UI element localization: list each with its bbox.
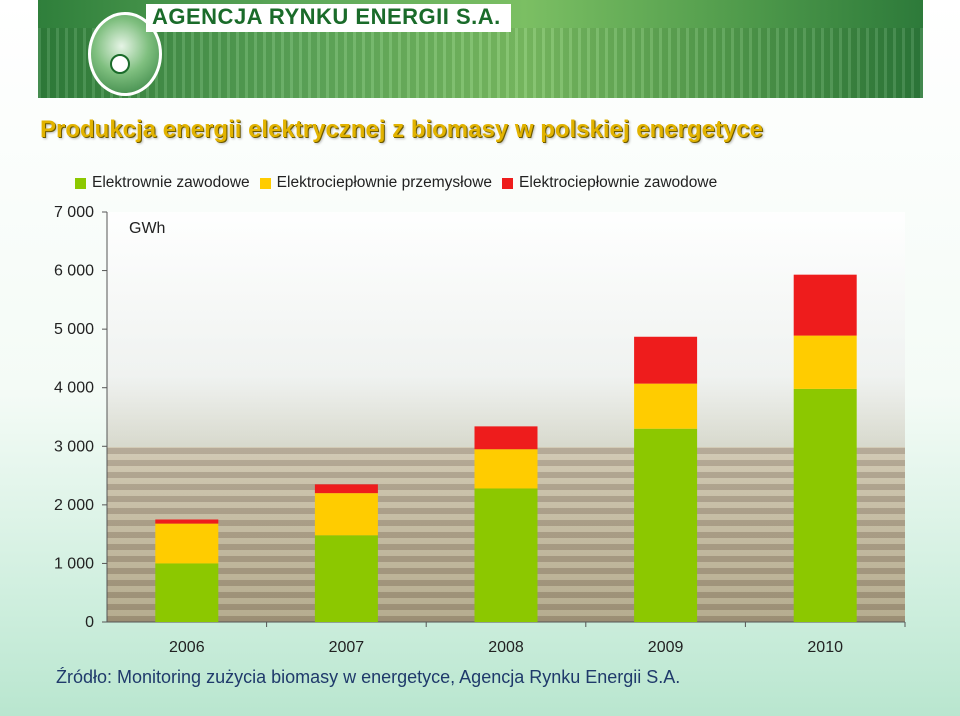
slide-title: Produkcja energii elektrycznej z biomasy… (40, 116, 763, 143)
bar-segment-2007-series-1 (314, 493, 378, 536)
bar-segment-2008-series-0 (474, 488, 538, 622)
y-tick-label: 7 000 (54, 204, 94, 221)
bar-segment-2008-series-1 (474, 449, 538, 489)
legend-label-1: Elektrociepłownie przemysłowe (276, 174, 493, 191)
bar-segment-2009-series-1 (634, 383, 698, 429)
bar-segment-2010-series-0 (793, 388, 857, 622)
x-tick-label: 2006 (169, 639, 205, 656)
bar-segment-2006-series-1 (155, 523, 219, 564)
legend-item-elektrownie-zawodowe: Elektrownie zawodowe (75, 174, 250, 192)
y-tick-label: 0 (85, 614, 94, 631)
y-tick-label: 1 000 (54, 555, 94, 572)
legend-label-2: Elektrociepłownie zawodowe (519, 174, 718, 191)
bar-segment-2009-series-2 (634, 336, 698, 384)
x-tick-label: 2009 (648, 639, 684, 656)
unit-label: GWh (129, 220, 166, 237)
x-tick-label: 2008 (488, 639, 524, 656)
y-tick-label: 6 000 (54, 263, 94, 280)
chart-legend: Elektrownie zawodowe Elektrociepłownie p… (75, 174, 717, 192)
source-note: Źródło: Monitoring zużycia biomasy w ene… (56, 667, 681, 687)
legend-label-0: Elektrownie zawodowe (92, 174, 250, 191)
legend-swatch-0 (75, 177, 86, 189)
bar-segment-2008-series-2 (474, 426, 538, 450)
brand-name: AGENCJA RYNKU ENERGII S.A. (146, 4, 511, 32)
header-banner: AGENCJA RYNKU ENERGII S.A. (38, 0, 923, 98)
x-tick-label: 2007 (329, 639, 365, 656)
y-tick-label: 4 000 (54, 380, 94, 397)
banner-decoration (38, 28, 923, 98)
bar-segment-2007-series-0 (314, 535, 378, 622)
globe-dot-icon (110, 54, 130, 74)
legend-item-elektrocieplownie-zawodowe: Elektrociepłownie zawodowe (502, 174, 717, 192)
bar-segment-2010-series-1 (793, 335, 857, 389)
y-tick-label: 2 000 (54, 497, 94, 514)
y-tick-label: 3 000 (54, 438, 94, 455)
legend-swatch-2 (502, 177, 514, 189)
y-tick-label: 5 000 (54, 321, 94, 338)
bar-segment-2009-series-0 (634, 428, 698, 622)
legend-swatch-1 (259, 177, 271, 189)
bar-segment-2006-series-2 (155, 519, 219, 524)
legend-item-elektrocieplownie-przemyslowe: Elektrociepłownie przemysłowe (259, 174, 493, 192)
bar-segment-2006-series-0 (155, 563, 219, 622)
x-tick-label: 2010 (807, 639, 843, 656)
bar-segment-2007-series-2 (314, 484, 378, 494)
bar-segment-2010-series-2 (793, 274, 857, 336)
